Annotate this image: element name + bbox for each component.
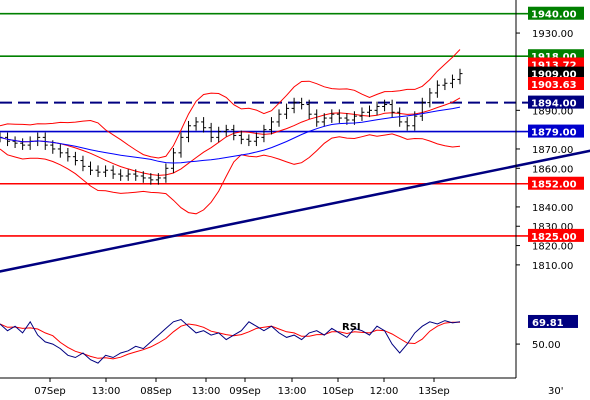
rsi-value-badge bbox=[528, 314, 578, 328]
x-tick-label: 13Sep bbox=[418, 386, 450, 397]
y-tick-label: 1810.00 bbox=[532, 261, 573, 272]
y-tick-label: 1890.00 bbox=[532, 106, 573, 117]
support-trendline bbox=[0, 149, 590, 273]
x-tick-label: 13:00 bbox=[278, 386, 307, 397]
level-badge-label: 1903.63 bbox=[531, 80, 577, 91]
x-tick-label: 12:00 bbox=[370, 386, 399, 397]
level-badge-label: 1913.72 bbox=[531, 61, 577, 72]
y-tick-label: 1870.00 bbox=[532, 145, 573, 156]
rsi-label: RSI bbox=[342, 322, 361, 333]
y-tick-label: 1830.00 bbox=[532, 222, 573, 233]
bollinger-bands bbox=[0, 49, 461, 215]
y-axis: 1930.00 1890.00 1870.00 1860.00 1840.00 1830.… bbox=[515, 0, 573, 378]
level-badge-label: 1879.00 bbox=[531, 128, 577, 139]
x-tick-label: 13:00 bbox=[192, 386, 221, 397]
x-tick-label: 08Sep bbox=[140, 386, 172, 397]
level-badge bbox=[528, 124, 584, 138]
level-badge-label: 1940.00 bbox=[531, 10, 577, 21]
rsi-tick-label: 50.00 bbox=[532, 340, 561, 351]
rsi-line bbox=[0, 318, 461, 364]
rsi-signal-line bbox=[0, 321, 460, 360]
middle-band bbox=[0, 97, 461, 176]
level-badge-label: 1894.00 bbox=[531, 99, 577, 110]
timeframe-label: 30' bbox=[548, 386, 563, 397]
x-axis: 07Sep 13:00 08Sep 13:00 09Sep 13:00 10Sep 12:00… bbox=[0, 377, 516, 397]
x-tick-label: 07Sep bbox=[34, 386, 66, 397]
rsi-panel: RSI 50.00 69.81 bbox=[0, 314, 578, 364]
level-badge-label: 1825.00 bbox=[531, 232, 577, 243]
level-badge bbox=[528, 66, 584, 80]
y-tick-label: 1930.00 bbox=[532, 29, 573, 40]
trendline-group bbox=[0, 149, 590, 273]
level-badge bbox=[528, 6, 584, 20]
x-tick-label: 09Sep bbox=[229, 386, 261, 397]
level-badge-label: 1852.00 bbox=[531, 180, 577, 191]
rsi-value-label: 69.81 bbox=[532, 318, 564, 329]
level-badge bbox=[528, 228, 584, 242]
level-badge bbox=[528, 95, 584, 109]
x-tick-label: 10Sep bbox=[322, 386, 354, 397]
moving-average bbox=[0, 106, 461, 164]
level-badges: 1940.001918.001913.721909.001903.631894.… bbox=[528, 6, 584, 243]
x-tick-label: 13:00 bbox=[92, 386, 121, 397]
y-tick-label: 1840.00 bbox=[532, 203, 573, 214]
lower-band bbox=[0, 133, 461, 215]
upper-band bbox=[0, 49, 461, 159]
level-badge-label: 1909.00 bbox=[531, 70, 577, 81]
level-badge bbox=[528, 76, 584, 90]
moving-average-line bbox=[0, 106, 461, 164]
y-tick-label: 1820.00 bbox=[532, 242, 573, 253]
level-badge bbox=[528, 176, 584, 190]
y-tick-label: 1860.00 bbox=[532, 164, 573, 175]
